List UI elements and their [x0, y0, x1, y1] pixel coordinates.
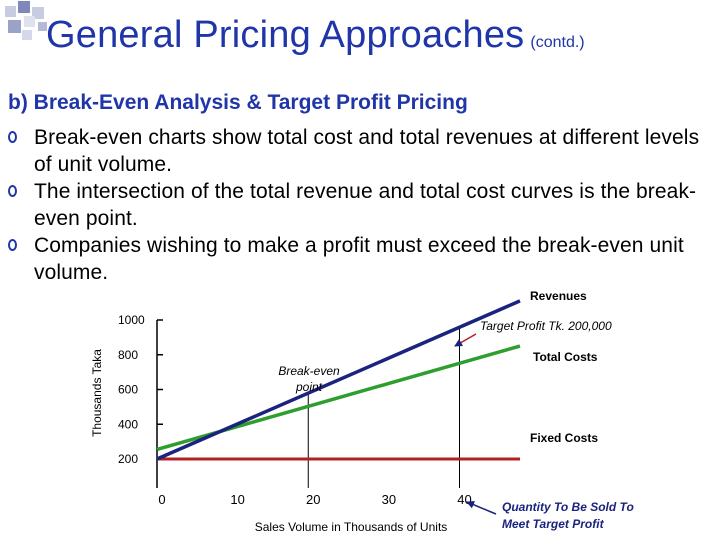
bullet-item: Break-even charts show total cost and to… [0, 124, 720, 178]
break-even-label-line2: point [295, 380, 323, 394]
target-profit-label: Target Profit Tk. 200,000 [480, 319, 612, 333]
total-costs-label: Total Costs [533, 350, 598, 364]
bullet-text: Break-even charts show total cost and to… [34, 126, 700, 176]
quantity-label-line2: Meet Target Profit [502, 517, 605, 531]
bullet-item: Companies wishing to make a profit must … [0, 232, 720, 286]
y-tick-label: 1000 [118, 313, 145, 327]
title-suffix: (contd.) [530, 34, 585, 51]
target-profit-arrow [454, 333, 477, 347]
title-main: General Pricing Approaches [46, 14, 525, 56]
x-tick-label: 0 [158, 492, 165, 507]
bullet-list: Break-even charts show total cost and to… [0, 124, 720, 286]
y-tick-label: 600 [118, 383, 138, 397]
y-tick-label: 400 [118, 417, 138, 431]
bullet-item: The intersection of the total revenue an… [0, 178, 720, 232]
x-tick-label: 10 [230, 492, 244, 507]
y-tick-label: 200 [118, 452, 138, 466]
x-axis-label: Sales Volume in Thousands of Units [255, 520, 448, 534]
quantity-label: Quantity To Be Sold To [502, 500, 634, 514]
bullet-text: Companies wishing to make a profit must … [34, 234, 684, 284]
x-tick-label: 40 [457, 492, 471, 507]
x-tick-label: 30 [382, 492, 396, 507]
quantity-arrow [466, 500, 497, 515]
bullet-marker-icon [8, 239, 17, 251]
section-heading: b) Break-Even Analysis & Target Profit P… [8, 91, 468, 114]
revenues-line [156, 299, 521, 461]
y-axis-label: Thousands Taka [90, 349, 104, 437]
slide-title: General Pricing Approaches (contd.) [46, 14, 585, 57]
x-tick-label: 20 [306, 492, 320, 507]
y-tick-label: 800 [118, 348, 138, 362]
corner-decoration [5, 1, 47, 40]
revenues-label: Revenues [530, 289, 587, 303]
break-even-label: Break-even [278, 364, 340, 378]
bullet-text: The intersection of the total revenue an… [34, 180, 697, 230]
bullet-marker-icon [8, 131, 17, 143]
bullet-marker-icon [8, 185, 17, 197]
fixed-costs-label: Fixed Costs [530, 431, 598, 445]
